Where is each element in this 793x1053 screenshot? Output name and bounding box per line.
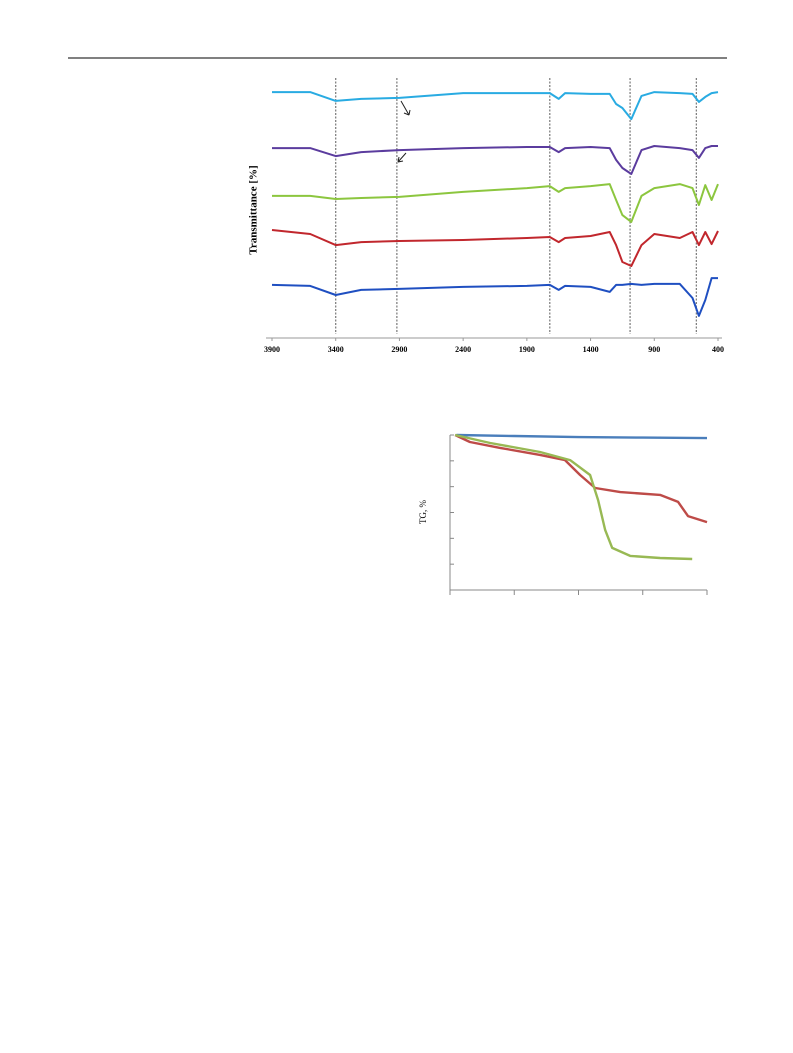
x-tick-label: 3400	[328, 345, 344, 354]
x-tick-label: 900	[648, 345, 660, 354]
y-axis-label: TG, %	[418, 500, 428, 524]
series-line	[454, 433, 693, 561]
series-line	[271, 229, 719, 267]
series-line	[456, 433, 708, 440]
arrow	[397, 152, 407, 163]
arrow	[400, 100, 411, 116]
series-line	[454, 433, 708, 524]
series-line	[272, 183, 719, 223]
series-line	[272, 91, 719, 121]
series-line	[272, 145, 718, 175]
y-axis-label: Transmittance [%]	[248, 165, 260, 254]
x-tick-label: 2900	[391, 345, 407, 354]
x-tick-label: 1400	[583, 345, 599, 354]
x-tick-label: 2400	[455, 345, 471, 354]
x-tick-label: 1900	[519, 345, 535, 354]
x-tick-label: 3900	[264, 345, 280, 354]
x-tick-label: 400	[712, 345, 724, 354]
series-line	[271, 277, 718, 317]
